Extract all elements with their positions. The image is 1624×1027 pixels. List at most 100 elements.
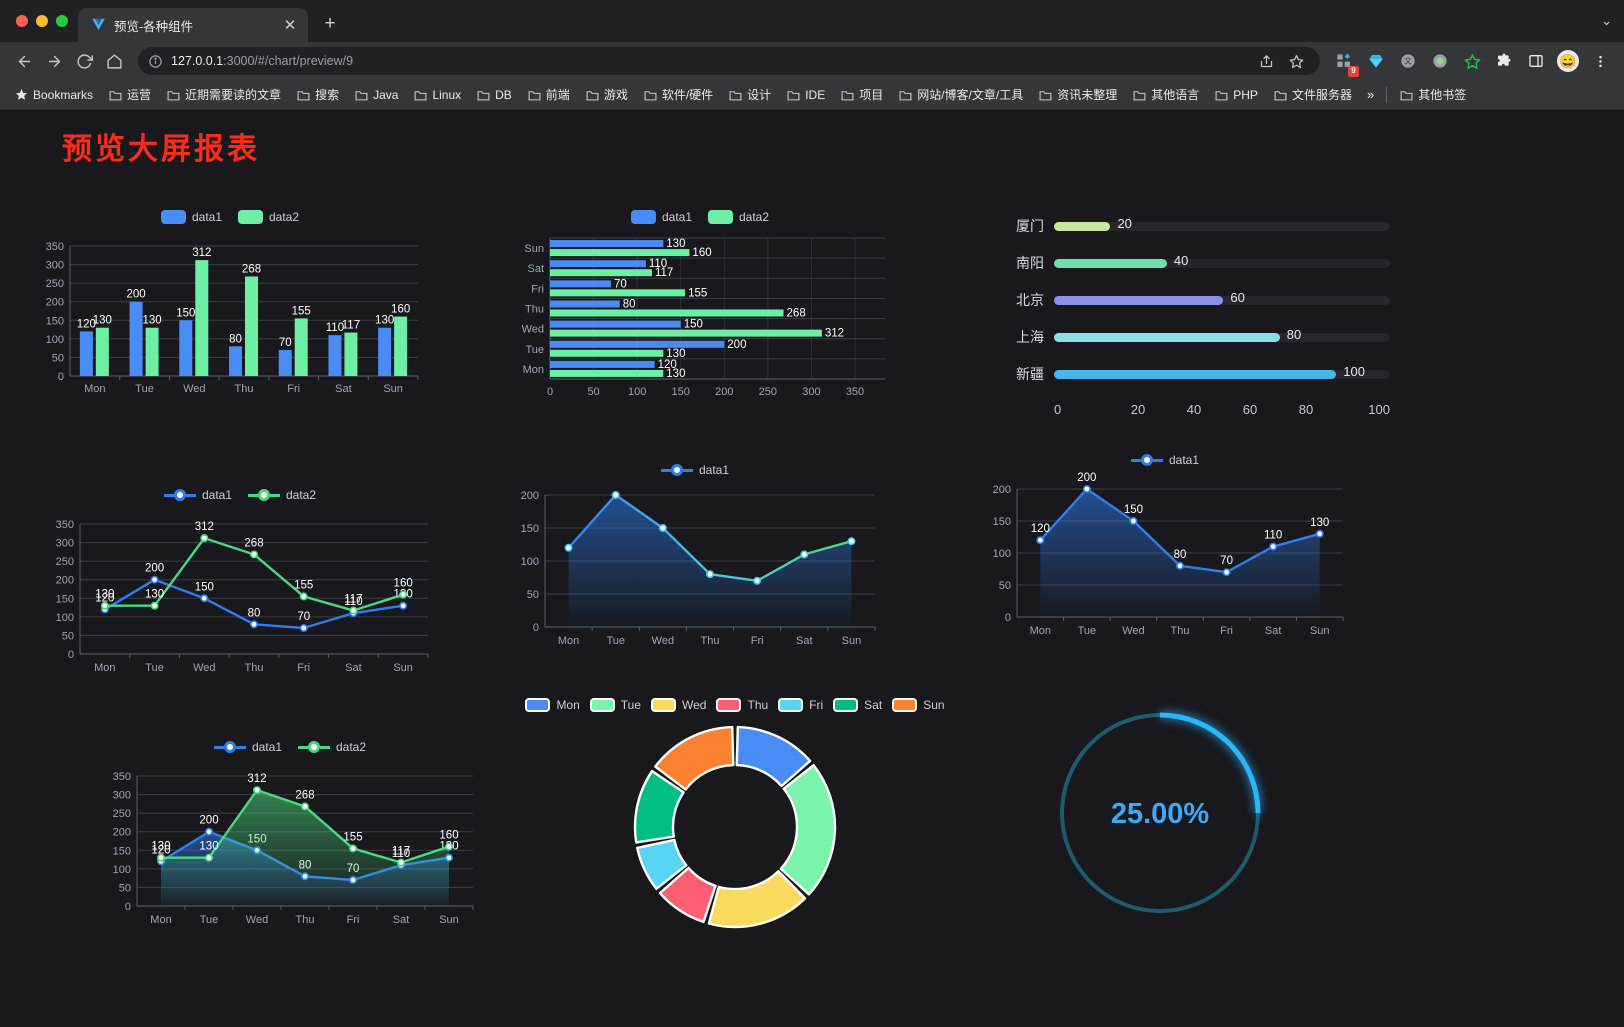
bar[interactable] (245, 276, 258, 376)
data-point[interactable] (753, 576, 762, 585)
bookmark-item[interactable]: 软件/硬件 (637, 83, 720, 106)
data-point[interactable] (611, 491, 620, 500)
pie-slice[interactable] (633, 769, 685, 844)
pie-slice[interactable] (707, 870, 807, 929)
bookmark-item[interactable]: 运营 (102, 83, 158, 106)
legend-item[interactable]: Wed (651, 698, 706, 712)
home-button[interactable] (100, 47, 128, 75)
legend-item[interactable]: data2 (238, 210, 299, 224)
legend-item[interactable]: Sat (833, 698, 882, 712)
data-point[interactable] (1176, 561, 1185, 570)
bar[interactable] (550, 360, 655, 368)
data-point[interactable] (301, 802, 310, 811)
bar[interactable] (550, 300, 620, 308)
bar[interactable] (195, 260, 209, 376)
data-point[interactable] (250, 620, 259, 629)
bar[interactable] (550, 309, 784, 317)
data-point[interactable] (299, 592, 308, 601)
legend-item[interactable]: data1 (213, 740, 282, 754)
bar[interactable] (278, 350, 292, 376)
side-panel-icon[interactable] (1522, 47, 1550, 75)
bar[interactable] (344, 332, 358, 376)
bookmark-item[interactable]: 游戏 (579, 83, 635, 106)
data-point[interactable] (399, 601, 408, 610)
bar[interactable] (550, 340, 725, 348)
bar[interactable] (550, 289, 686, 297)
share-icon[interactable] (1252, 47, 1280, 75)
bookmark-item[interactable]: Java (348, 85, 405, 105)
close-window-button[interactable] (16, 15, 28, 27)
legend-item[interactable]: data1 (160, 210, 222, 224)
bookmark-item[interactable]: 前端 (521, 83, 577, 106)
data-point[interactable] (1082, 484, 1091, 493)
data-point[interactable] (349, 844, 358, 853)
data-point[interactable] (150, 575, 159, 584)
data-point[interactable] (396, 858, 405, 867)
data-point[interactable] (156, 853, 165, 862)
bar[interactable] (129, 301, 143, 376)
data-point[interactable] (250, 550, 259, 559)
data-point[interactable] (1222, 568, 1231, 577)
data-point[interactable] (205, 853, 214, 862)
bar[interactable] (179, 320, 193, 376)
circle-green-icon[interactable] (1426, 47, 1454, 75)
bar[interactable] (550, 269, 652, 277)
bookmark-item[interactable]: Linux (407, 85, 468, 105)
bookmark-item[interactable]: IDE (780, 85, 832, 105)
progress-track[interactable]: 40 (1054, 253, 1390, 268)
data-point[interactable] (349, 606, 358, 615)
legend-item[interactable]: Sun (892, 698, 945, 712)
bar[interactable] (294, 318, 308, 376)
forward-button[interactable] (40, 47, 68, 75)
data-point[interactable] (800, 550, 809, 559)
minimize-window-button[interactable] (36, 15, 48, 27)
site-info-icon[interactable] (148, 54, 163, 69)
bookmarks-overflow-button[interactable]: » (1366, 87, 1375, 102)
tab-list-chevron-icon[interactable]: ⌄ (1601, 13, 1612, 28)
maximize-window-button[interactable] (56, 15, 68, 27)
legend-item[interactable]: data2 (248, 488, 316, 502)
bookmark-item[interactable]: 设计 (722, 83, 778, 106)
address-bar[interactable]: 127.0.0.1:3000/#/chart/preview/9 (138, 47, 1320, 75)
bookmark-item[interactable]: 其他语言 (1126, 83, 1206, 106)
bar[interactable] (378, 327, 392, 376)
bookmark-item[interactable]: 项目 (834, 83, 890, 106)
legend-item[interactable]: data1 (163, 488, 232, 502)
three-dot-menu-icon[interactable] (1586, 47, 1614, 75)
star-outline-green-icon[interactable] (1458, 47, 1486, 75)
bookmark-item[interactable]: PHP (1208, 85, 1265, 105)
data-point[interactable] (205, 827, 214, 836)
bar[interactable] (95, 327, 109, 376)
data-point[interactable] (1269, 542, 1278, 551)
bar[interactable] (550, 349, 664, 357)
bar[interactable] (550, 320, 681, 328)
diamond-icon[interactable] (1362, 47, 1390, 75)
bar[interactable] (550, 249, 690, 257)
bookmark-item[interactable]: DB (470, 85, 519, 105)
bookmark-star-icon[interactable] (1282, 47, 1310, 75)
puzzle-icon[interactable] (1490, 47, 1518, 75)
data-point[interactable] (399, 590, 408, 599)
data-point[interactable] (200, 594, 209, 603)
close-tab-button[interactable]: ✕ (283, 17, 297, 34)
bar[interactable] (550, 369, 664, 377)
pie-slice[interactable] (658, 866, 717, 924)
legend-item[interactable]: data2 (708, 210, 769, 224)
data-point[interactable] (1315, 529, 1324, 538)
progress-track[interactable]: 100 (1054, 364, 1390, 379)
extensions-icon[interactable]: 9 (1330, 47, 1359, 77)
bar[interactable] (79, 331, 93, 376)
progress-track[interactable]: 60 (1054, 290, 1390, 305)
legend-item[interactable]: Tue (589, 698, 641, 712)
legend-item[interactable]: Thu (716, 698, 768, 712)
data-point[interactable] (253, 786, 262, 795)
bookmark-item[interactable]: 网站/博客/文章/工具 (892, 83, 1030, 106)
back-button[interactable] (10, 47, 38, 75)
legend-item[interactable]: data2 (298, 740, 366, 754)
pie-slice[interactable] (654, 725, 735, 791)
browser-tab[interactable]: 预览-各种组件 ✕ (78, 8, 308, 42)
legend-item[interactable]: Fri (778, 698, 823, 712)
data-point[interactable] (658, 523, 667, 532)
new-tab-button[interactable]: + (324, 13, 336, 34)
bar[interactable] (394, 316, 408, 376)
